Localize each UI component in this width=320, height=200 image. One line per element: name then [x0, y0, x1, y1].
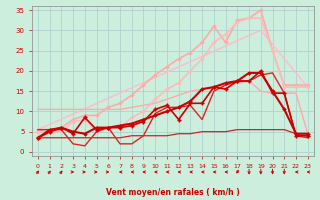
X-axis label: Vent moyen/en rafales ( km/h ): Vent moyen/en rafales ( km/h ) [106, 188, 240, 197]
